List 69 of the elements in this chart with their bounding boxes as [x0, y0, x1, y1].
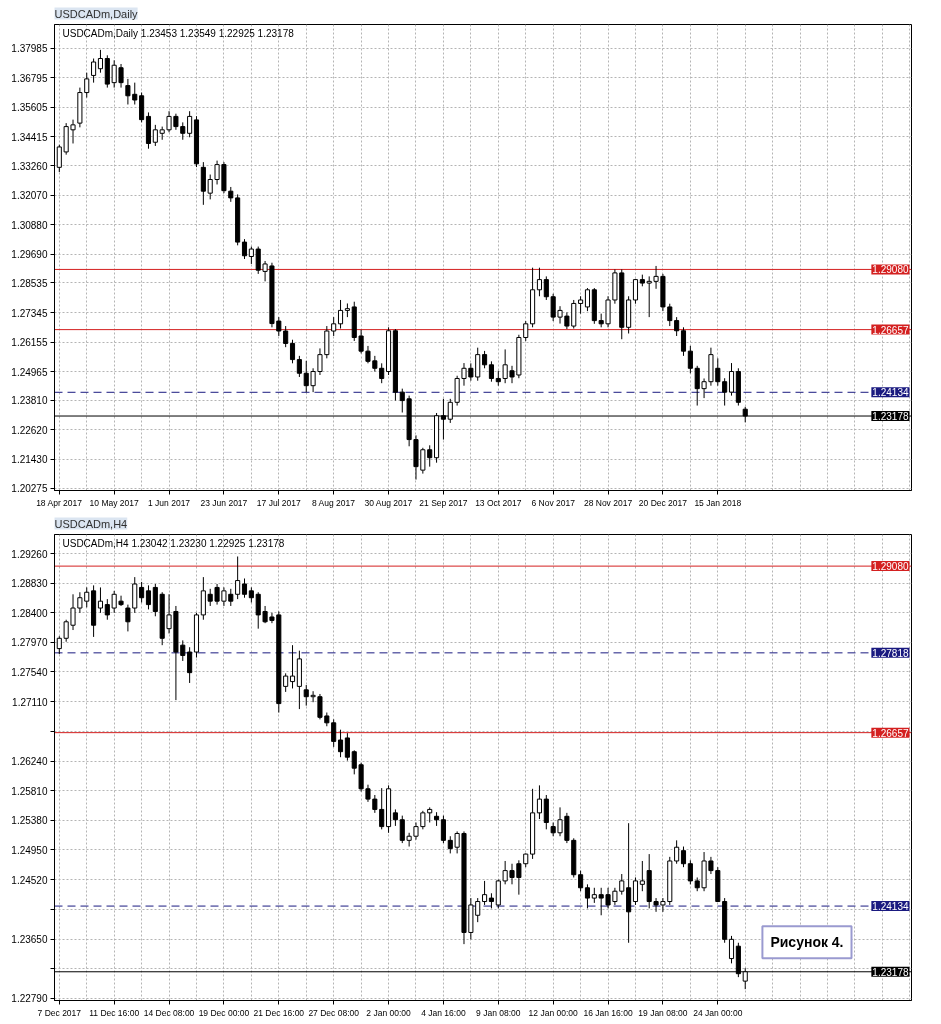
y-tick-label: 1.22790: [11, 993, 48, 1005]
y-tick-label: 1.29260: [11, 548, 48, 560]
x-tick-label: 27 Dec 08:00: [308, 1007, 360, 1018]
x-tick-label: 15 Jan 2018: [694, 497, 742, 508]
x-tick-label: 19 Dec 00:00: [198, 1007, 250, 1018]
chart-subtitle: USDCADm,Daily 1.23453 1.23549 1.22925 1.23178: [62, 27, 295, 39]
y-tick-label: 1.32070: [11, 190, 48, 202]
x-tick-label: 2 Jan 00:00: [366, 1007, 412, 1018]
x-tick-label: 23 Jun 2017: [200, 497, 248, 508]
ref-line-label: 1.29080: [872, 264, 909, 276]
ref-line-label: 1.23178: [872, 966, 909, 978]
y-tick-label: 1.25810: [11, 785, 48, 797]
x-tick-label: 24 Jan 00:00: [693, 1007, 743, 1018]
y-tick-label: 1.24950: [11, 844, 48, 856]
x-tick-label: 17 Jul 2017: [256, 497, 302, 508]
x-tick-label: 20 Dec 2017: [638, 497, 688, 508]
y-tick-label: 1.23650: [11, 934, 48, 946]
y-tick-label: 1.27345: [11, 307, 48, 319]
y-tick-label: 1.27540: [11, 666, 48, 678]
x-tick-label: 10 May 2017: [89, 497, 140, 508]
x-tick-label: 6 Nov 2017: [531, 497, 576, 508]
y-tick-label: 1.20275: [11, 483, 48, 495]
ref-line-label: 1.26657: [872, 324, 909, 336]
chart-subtitle: USDCADm,H4 1.23042 1.23230 1.22925 1.23178: [62, 537, 285, 549]
text: Рисунок 4.: [770, 934, 844, 951]
x-tick-label: 1 Jun 2017: [148, 497, 191, 508]
y-tick-label: 1.28535: [11, 277, 48, 289]
y-tick-label: 1.28400: [11, 607, 48, 619]
x-tick-label: 16 Jan 16:00: [583, 1007, 633, 1018]
y-tick-label: 1.29690: [11, 249, 48, 261]
ref-line-label: 1.27818: [872, 647, 909, 659]
x-tick-label: 30 Aug 2017: [364, 497, 413, 508]
chart-title: USDCADm,H4: [54, 517, 128, 530]
ref-line-label: 1.23178: [872, 411, 909, 423]
ref-line-label: 1.24134: [872, 901, 909, 913]
y-tick-label: 1.30880: [11, 219, 48, 231]
x-tick-label: 9 Jan 08:00: [476, 1007, 521, 1018]
x-tick-label: 21 Sep 2017: [419, 497, 468, 508]
x-tick-label: 28 Nov 2017: [583, 497, 633, 508]
y-tick-label: 1.35605: [11, 102, 48, 114]
y-tick-label: 1.26240: [11, 756, 48, 768]
ref-line-label: 1.26657: [872, 727, 909, 739]
y-tick-label: 1.34415: [11, 131, 48, 143]
y-tick-label: 1.36795: [11, 72, 48, 84]
chart-title: USDCADm,Daily: [54, 7, 139, 20]
y-tick-label: 1.27110: [12, 696, 48, 708]
y-tick-label: 1.24965: [11, 366, 48, 378]
x-tick-label: 19 Jan 08:00: [638, 1007, 688, 1018]
x-tick-label: 11 Dec 16:00: [89, 1007, 140, 1018]
x-tick-label: 18 Apr 2017: [36, 497, 83, 508]
y-tick-label: 1.33260: [11, 160, 48, 172]
x-tick-label: 14 Dec 08:00: [143, 1007, 195, 1018]
y-tick-label: 1.25380: [11, 815, 48, 827]
x-tick-label: 8 Aug 2017: [311, 497, 356, 508]
y-tick-label: 1.28830: [11, 578, 48, 590]
x-tick-label: 4 Jan 16:00: [421, 1007, 466, 1018]
y-tick-label: 1.24520: [11, 874, 48, 886]
y-tick-label: 1.27970: [11, 637, 48, 649]
y-tick-label: 1.37985: [11, 43, 48, 55]
y-tick-label: 1.23810: [11, 395, 48, 407]
y-tick-label: 1.22620: [11, 424, 48, 436]
x-tick-label: 21 Dec 16:00: [253, 1007, 305, 1018]
y-tick-label: 1.21430: [11, 454, 48, 466]
x-tick-label: 13 Oct 2017: [475, 497, 522, 508]
x-tick-label: 12 Jan 00:00: [528, 1007, 579, 1018]
ref-line-label: 1.24134: [872, 387, 909, 399]
ref-line-label: 1.29080: [872, 561, 909, 573]
x-tick-label: 7 Dec 2017: [37, 1007, 82, 1018]
y-tick-label: 1.26155: [11, 337, 48, 349]
